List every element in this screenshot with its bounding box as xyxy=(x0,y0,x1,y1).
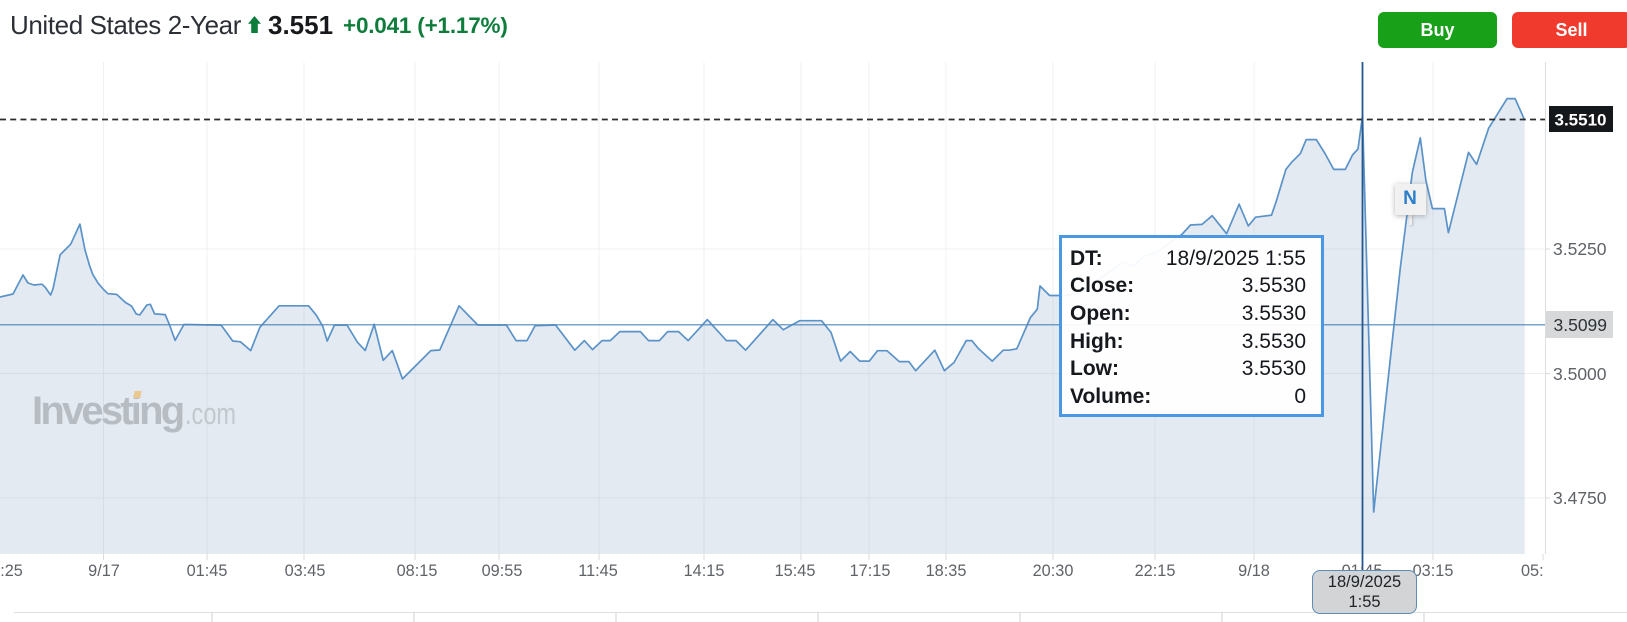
svg-text:3.5099: 3.5099 xyxy=(1554,315,1608,335)
svg-text:3.5510: 3.5510 xyxy=(1555,111,1607,130)
